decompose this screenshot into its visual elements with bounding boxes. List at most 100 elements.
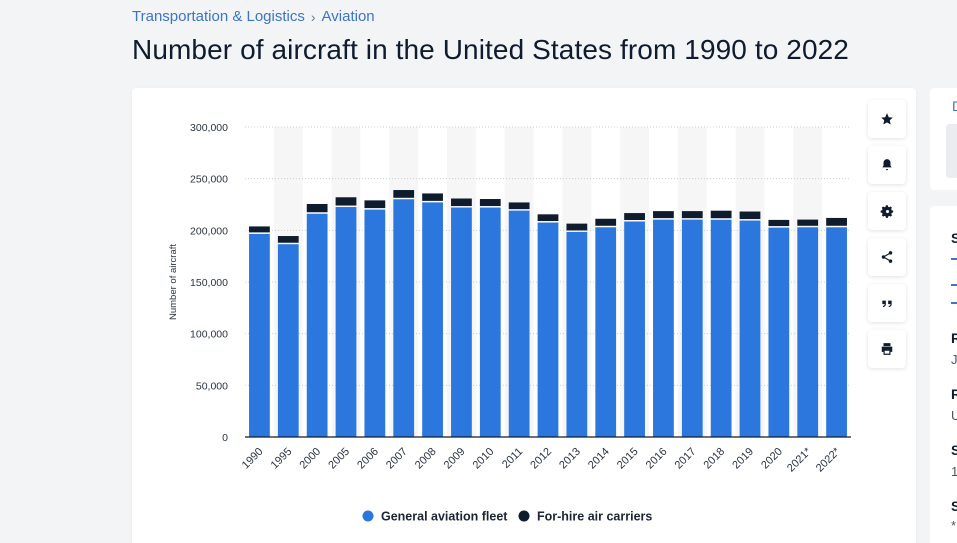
x-tick-label: 2020 (759, 446, 785, 472)
bar-general-aviation (364, 209, 386, 437)
gear-icon (880, 204, 893, 218)
star-icon (881, 113, 893, 125)
side-panel-label: R (951, 330, 957, 346)
y-tick-label: 50,000 (196, 380, 228, 392)
side-panel-label: S (951, 230, 957, 246)
side-panel-heading: D (952, 98, 957, 114)
x-tick-label: 2021* (785, 445, 814, 474)
breadcrumb-link-transportation[interactable]: Transportation & Logistics (132, 8, 305, 25)
bar-for-hire (768, 219, 790, 227)
side-panel-label: S (951, 498, 957, 514)
y-tick-label: 200,000 (190, 225, 228, 237)
x-tick-label: 2019 (730, 446, 756, 472)
bar-general-aviation (624, 221, 645, 437)
x-tick-label: 2015 (615, 446, 641, 472)
side-panel-label: R (951, 386, 957, 402)
side-panel-value: Ju (951, 352, 957, 367)
favorite-button[interactable] (868, 100, 906, 138)
bar-general-aviation (826, 227, 847, 437)
y-tick-label: 250,000 (190, 174, 228, 186)
side-panel-value: 1 (951, 464, 957, 479)
bar-general-aviation (335, 207, 357, 437)
legend-label: General aviation fleet (381, 510, 508, 524)
x-tick-label: 2005 (326, 446, 352, 472)
x-tick-label: 2006 (355, 446, 381, 472)
x-tick-label: 2018 (701, 446, 727, 472)
x-tick-label: 2009 (442, 446, 468, 472)
print-button[interactable] (868, 330, 906, 368)
bar-for-hire (653, 211, 674, 219)
bar-for-hire (537, 214, 559, 222)
breadcrumb-separator: › (310, 8, 316, 25)
bar-general-aviation (710, 219, 732, 437)
bar-general-aviation (422, 202, 443, 437)
bar-for-hire (451, 198, 472, 207)
side-panel-tab-rule (951, 302, 957, 304)
x-tick-label: 2012 (528, 446, 554, 472)
bar-general-aviation (739, 220, 761, 437)
x-tick-label: 2007 (384, 446, 410, 472)
x-tick-label: 1995 (269, 446, 295, 472)
x-tick-label: 2013 (557, 446, 583, 472)
y-tick-label: 150,000 (190, 277, 228, 289)
side-panel-details: S R Ju R U S 1 S * (930, 206, 957, 543)
bar-for-hire (249, 226, 270, 233)
bar-general-aviation (306, 213, 328, 437)
bar-general-aviation (797, 227, 819, 437)
bar-for-hire (479, 199, 501, 207)
bar-for-hire (826, 217, 847, 226)
x-tick-label: 2016 (644, 446, 670, 472)
bar-for-hire (508, 202, 530, 210)
y-tick-label: 0 (222, 432, 228, 444)
bar-for-hire (277, 236, 299, 243)
legend-marker (362, 510, 374, 522)
y-tick-label: 100,000 (190, 329, 228, 341)
x-tick-label: 2014 (586, 446, 612, 472)
bar-general-aviation (595, 227, 617, 437)
bar-for-hire (739, 211, 761, 220)
download-button[interactable] (946, 124, 957, 178)
side-panel-label: S (951, 442, 957, 458)
side-panel-tab-rule (951, 258, 957, 260)
bar-general-aviation (249, 233, 270, 437)
cite-button[interactable] (868, 284, 906, 322)
bar-for-hire (422, 193, 443, 201)
notification-button[interactable] (868, 146, 906, 184)
breadcrumb-link-aviation[interactable]: Aviation (321, 8, 375, 25)
y-axis-label: Number of aircraft (168, 244, 179, 320)
x-tick-label: 1990 (240, 446, 266, 472)
x-tick-label: 2011 (500, 446, 525, 471)
legend-marker (518, 510, 530, 522)
breadcrumb: Transportation & Logistics › Aviation (132, 8, 375, 25)
legend-label: For-hire air carriers (537, 510, 652, 524)
chart-card: 0 50,000 100,000 150,000 200,000 250,000 300,0… (132, 88, 916, 543)
x-tick-label: 2000 (297, 446, 323, 472)
bar-for-hire (797, 219, 819, 226)
bar-general-aviation (566, 231, 588, 437)
bar-for-hire (335, 197, 357, 206)
bar-for-hire (306, 203, 328, 213)
page-title: Number of aircraft in the United States … (132, 34, 849, 65)
bar-for-hire (710, 210, 732, 219)
x-tick-label: 2010 (471, 446, 497, 472)
bar-general-aviation (451, 207, 472, 437)
bar-general-aviation (479, 207, 501, 437)
bar-general-aviation (393, 199, 415, 437)
bar-general-aviation (508, 210, 530, 437)
side-panel-value: * (951, 518, 957, 533)
quote-icon (882, 300, 892, 308)
bar-general-aviation (537, 222, 559, 437)
bar-general-aviation (277, 244, 299, 437)
x-tick-label: 2017 (673, 446, 699, 472)
side-panel-download: D (930, 88, 957, 190)
y-tick-label: 300,000 (190, 122, 228, 134)
share-icon (881, 251, 893, 263)
print-icon (881, 343, 893, 355)
chart-toolbar (868, 100, 906, 376)
bar-general-aviation (653, 219, 674, 437)
settings-button[interactable] (868, 192, 906, 230)
bar-for-hire (595, 218, 617, 226)
side-panel-value: U (951, 408, 957, 423)
bar-for-hire (624, 213, 645, 220)
share-button[interactable] (868, 238, 906, 276)
